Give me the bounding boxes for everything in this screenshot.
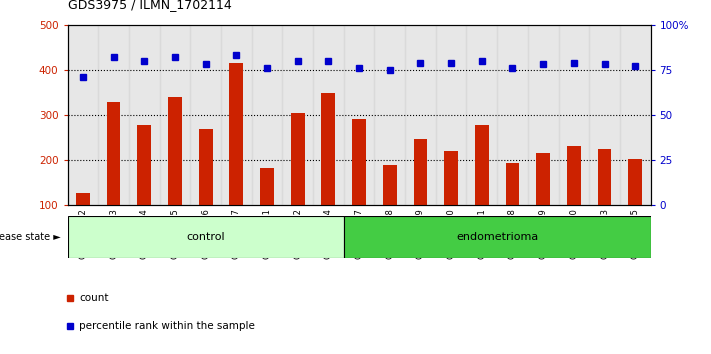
Bar <box>405 25 436 205</box>
Bar <box>567 146 581 205</box>
Bar <box>343 216 651 258</box>
Bar <box>76 193 90 205</box>
Text: control: control <box>186 232 225 242</box>
Bar <box>343 25 375 205</box>
Text: disease state ►: disease state ► <box>0 232 60 242</box>
Bar <box>598 149 611 205</box>
Bar <box>159 25 191 205</box>
Bar <box>620 25 651 205</box>
Bar <box>313 25 343 205</box>
Bar <box>107 102 120 205</box>
Bar <box>352 119 366 205</box>
Text: endometrioma: endometrioma <box>456 232 538 242</box>
Bar <box>506 163 520 205</box>
Bar <box>444 151 458 205</box>
Bar <box>475 125 488 205</box>
Bar <box>129 25 159 205</box>
Bar <box>199 130 213 205</box>
Text: percentile rank within the sample: percentile rank within the sample <box>79 320 255 331</box>
Bar <box>252 25 282 205</box>
Bar <box>191 25 221 205</box>
Bar <box>68 216 343 258</box>
Bar <box>230 63 243 205</box>
Bar <box>589 25 620 205</box>
Bar <box>68 25 98 205</box>
Bar <box>383 165 397 205</box>
Bar <box>137 125 151 205</box>
Bar <box>282 25 313 205</box>
Bar <box>168 97 182 205</box>
Bar <box>436 25 466 205</box>
Bar <box>291 113 304 205</box>
Text: GDS3975 / ILMN_1702114: GDS3975 / ILMN_1702114 <box>68 0 231 11</box>
Bar <box>559 25 589 205</box>
Bar <box>466 25 497 205</box>
Bar <box>221 25 252 205</box>
Bar <box>629 159 642 205</box>
Bar <box>536 153 550 205</box>
Bar <box>414 138 427 205</box>
Bar <box>375 25 405 205</box>
Bar <box>528 25 559 205</box>
Bar <box>321 93 336 205</box>
Bar <box>98 25 129 205</box>
Bar <box>260 168 274 205</box>
Text: count: count <box>79 292 109 303</box>
Bar <box>497 25 528 205</box>
